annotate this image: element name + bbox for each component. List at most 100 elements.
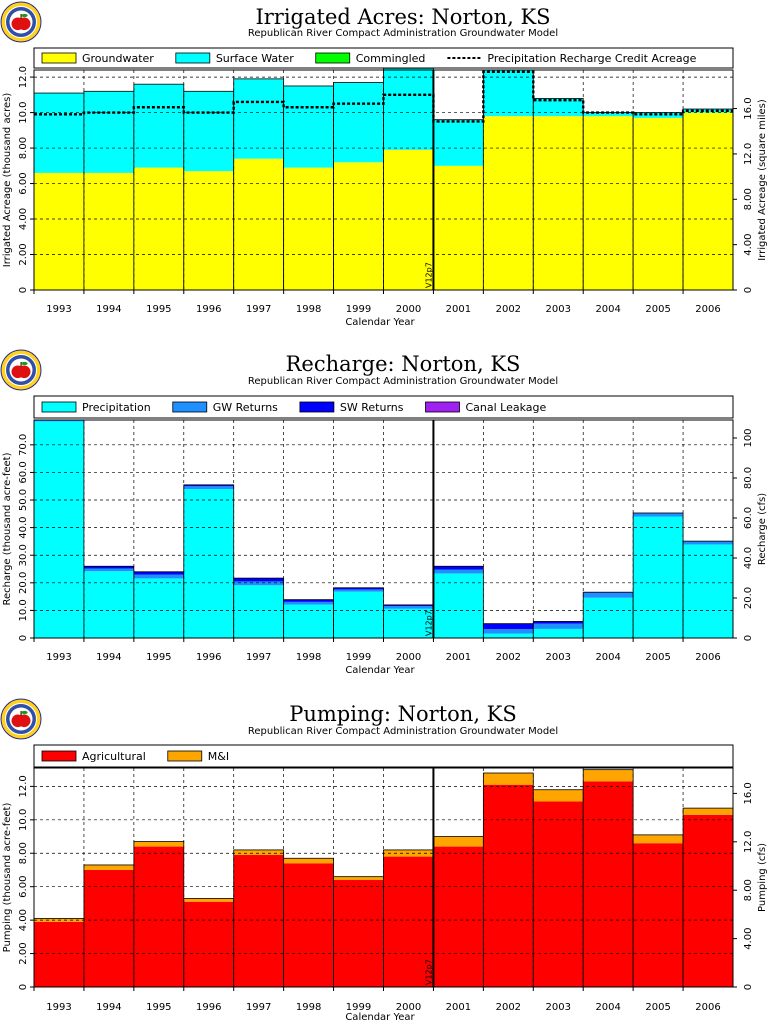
- bar-2005-1: [633, 517, 683, 638]
- y-tick-label: 8.00: [18, 842, 29, 864]
- x-tick-label: 2001: [446, 304, 471, 315]
- y-tick-label: 12.0: [18, 775, 29, 797]
- y2-tick-label: 4.00: [743, 927, 754, 949]
- x-tick-label: 1997: [246, 652, 271, 663]
- y2-tick-label: 4.00: [743, 234, 754, 256]
- chart-title: Irrigated Acres: Norton, KS: [255, 5, 550, 29]
- legend-label-4: Canal Leakage: [466, 401, 547, 414]
- y-tick-label: 12.0: [18, 66, 29, 88]
- x-tick-label: 1994: [96, 652, 121, 663]
- y2-tick-label: 40.0: [743, 547, 754, 569]
- bar-1995-1: [134, 847, 184, 987]
- bar-1994-1: [84, 870, 134, 987]
- x-tick-label: 1994: [96, 304, 121, 315]
- x-tick-label: 2000: [396, 652, 421, 663]
- x-tick-label: 2006: [695, 304, 720, 315]
- legend-label-3: SW Returns: [340, 401, 404, 414]
- legend-label-2: M&I: [208, 750, 229, 763]
- bar-1995-1: [134, 578, 184, 638]
- x-axis-label: Calendar Year: [345, 665, 415, 676]
- legend-label-3: Commingled: [356, 52, 426, 65]
- x-tick-label: 1993: [46, 652, 71, 663]
- bar-1994-2: [84, 568, 134, 571]
- x-tick-label: 1993: [46, 1002, 71, 1013]
- bar-1993-2: [34, 93, 84, 173]
- legend-label-2: GW Returns: [213, 401, 278, 414]
- legend-swatch-4: [426, 402, 460, 412]
- bar-2006-1: [683, 544, 733, 638]
- apple-right-lobe: [18, 715, 31, 728]
- bar-2005-1: [633, 118, 683, 290]
- x-tick-label: 2004: [595, 1002, 620, 1013]
- y-tick-label: 4.00: [18, 909, 29, 931]
- y-axis-label: Irrigated Acreage (thousand acres): [2, 93, 13, 268]
- bar-1999-1: [334, 880, 384, 987]
- y-tick-label: 10.0: [18, 809, 29, 831]
- x-tick-label: 2002: [496, 652, 521, 663]
- bar-2000-2: [384, 68, 434, 150]
- x-tick-label: 1996: [196, 652, 221, 663]
- version-marker-label: V12p7: [424, 610, 433, 636]
- y-axis-label: Recharge (thousand acre-feet): [2, 452, 13, 605]
- legend-label-4: Precipitation Recharge Credit Acreage: [487, 52, 696, 65]
- apple-stem: [20, 711, 21, 716]
- bar-1998-1: [284, 605, 334, 638]
- x-tick-label: 2002: [496, 304, 521, 315]
- bar-1995-1: [134, 168, 184, 290]
- x-tick-label: 2006: [695, 652, 720, 663]
- bar-2004-1: [583, 598, 633, 638]
- bar-1998-1: [284, 863, 334, 987]
- x-tick-label: 1996: [196, 1002, 221, 1013]
- x-tick-label: 2006: [695, 1002, 720, 1013]
- x-tick-label: 2004: [595, 304, 620, 315]
- x-tick-label: 1995: [146, 652, 171, 663]
- bar-1995-2: [134, 84, 184, 167]
- y2-tick-label: 8.00: [743, 879, 754, 901]
- bar-2006-2: [683, 541, 733, 544]
- bar-2003-2: [533, 790, 583, 802]
- bar-1998-2: [284, 602, 334, 605]
- y-tick-label: 0: [18, 287, 29, 293]
- bar-2002-2: [483, 629, 533, 633]
- bar-2004-2: [583, 770, 633, 782]
- y-tick-label: 60.0: [18, 461, 29, 483]
- x-tick-label: 1998: [296, 652, 321, 663]
- bar-2006-1: [683, 113, 733, 290]
- y-tick-label: 0: [18, 635, 29, 641]
- bar-1994-1: [84, 173, 134, 290]
- bar-2004-2: [583, 593, 633, 598]
- x-tick-label: 1994: [96, 1002, 121, 1013]
- bar-2002-1: [483, 634, 533, 638]
- chart-title: Pumping: Norton, KS: [289, 702, 517, 726]
- bar-1997-3: [234, 578, 284, 581]
- apple-right-lobe: [18, 18, 31, 31]
- x-tick-label: 2001: [446, 652, 471, 663]
- bar-2001-2: [433, 570, 483, 574]
- bar-1994-2: [84, 91, 134, 173]
- bar-2005-2: [633, 513, 683, 516]
- y2-tick-label: 0: [743, 287, 754, 293]
- apple-leaf: [21, 14, 27, 17]
- x-tick-label: 2005: [645, 1002, 670, 1013]
- bar-1993-1: [34, 173, 84, 290]
- chart-subtitle: Republican River Compact Administration …: [248, 28, 558, 39]
- bar-2001-1: [433, 573, 483, 638]
- apple-seal-icon: [1, 699, 41, 739]
- version-marker-label: V12p7: [424, 959, 433, 985]
- y-tick-label: 50.0: [18, 489, 29, 511]
- legend-swatch-2: [168, 751, 202, 761]
- x-tick-label: 2000: [396, 304, 421, 315]
- chart-subtitle: Republican River Compact Administration …: [248, 726, 558, 737]
- legend-swatch-2: [173, 402, 207, 412]
- bar-2001-1: [433, 847, 483, 987]
- bar-1997-2: [234, 850, 284, 855]
- apple-stem: [20, 362, 21, 367]
